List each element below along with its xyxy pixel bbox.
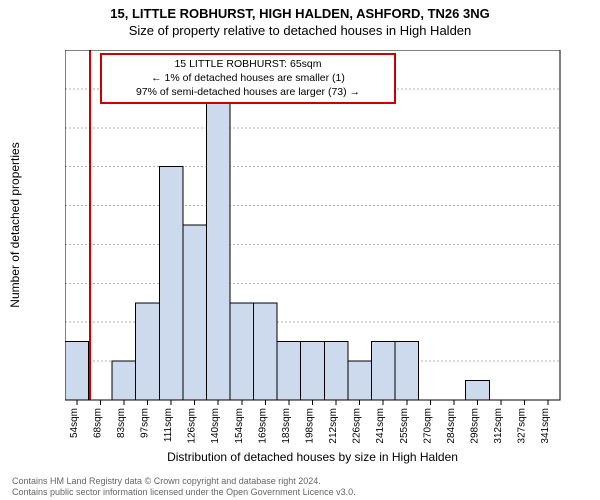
footer-line-2: Contains public sector information licen… xyxy=(12,487,356,498)
svg-text:169sqm: 169sqm xyxy=(257,408,268,444)
title-line-2: Size of property relative to detached ho… xyxy=(0,23,600,38)
svg-text:183sqm: 183sqm xyxy=(281,408,292,444)
histogram-bar xyxy=(277,342,301,400)
svg-text:212sqm: 212sqm xyxy=(328,408,339,444)
title-line-1: 15, LITTLE ROBHURST, HIGH HALDEN, ASHFOR… xyxy=(0,6,600,21)
legend-line-2: ← 1% of detached houses are smaller (1) xyxy=(108,71,388,85)
legend-line-3: 97% of semi-detached houses are larger (… xyxy=(108,85,388,99)
svg-text:68sqm: 68sqm xyxy=(92,408,103,438)
title-block: 15, LITTLE ROBHURST, HIGH HALDEN, ASHFOR… xyxy=(0,6,600,38)
histogram-bar xyxy=(206,89,230,400)
histogram-bar xyxy=(159,167,183,400)
histogram-bar xyxy=(136,303,160,400)
footer-attribution: Contains HM Land Registry data © Crown c… xyxy=(12,476,356,499)
y-axis-label: Number of detached properties xyxy=(8,50,28,400)
legend-box: 15 LITTLE ROBHURST: 65sqm ← 1% of detach… xyxy=(100,53,396,104)
svg-text:198sqm: 198sqm xyxy=(305,408,316,444)
svg-text:298sqm: 298sqm xyxy=(470,408,481,444)
footer-line-1: Contains HM Land Registry data © Crown c… xyxy=(12,476,356,487)
histogram-bar xyxy=(348,361,372,400)
svg-text:241sqm: 241sqm xyxy=(375,408,386,444)
svg-text:97sqm: 97sqm xyxy=(140,408,151,438)
histogram-bar xyxy=(371,342,395,400)
histogram-bar xyxy=(254,303,278,400)
histogram-bar xyxy=(301,342,325,400)
svg-text:270sqm: 270sqm xyxy=(422,408,433,444)
svg-text:312sqm: 312sqm xyxy=(493,408,504,444)
svg-text:54sqm: 54sqm xyxy=(69,408,80,438)
svg-text:226sqm: 226sqm xyxy=(352,408,363,444)
histogram-bar xyxy=(65,342,89,400)
histogram-bar xyxy=(466,381,490,400)
histogram-bar xyxy=(183,225,207,400)
histogram-bar xyxy=(112,361,136,400)
svg-text:111sqm: 111sqm xyxy=(163,408,174,442)
histogram-plot: 02468101214161854sqm68sqm83sqm97sqm111sq… xyxy=(65,50,580,452)
svg-text:255sqm: 255sqm xyxy=(399,408,410,444)
svg-text:126sqm: 126sqm xyxy=(187,408,198,444)
x-axis-label: Distribution of detached houses by size … xyxy=(65,450,560,464)
chart-container: 15, LITTLE ROBHURST, HIGH HALDEN, ASHFOR… xyxy=(0,0,600,500)
svg-text:284sqm: 284sqm xyxy=(446,408,457,444)
svg-text:140sqm: 140sqm xyxy=(210,408,221,444)
svg-text:154sqm: 154sqm xyxy=(234,408,245,444)
histogram-bar xyxy=(230,303,254,400)
svg-text:327sqm: 327sqm xyxy=(517,408,528,444)
histogram-bar xyxy=(395,342,419,400)
histogram-bar xyxy=(324,342,348,400)
svg-text:83sqm: 83sqm xyxy=(116,408,127,438)
svg-text:341sqm: 341sqm xyxy=(540,408,551,444)
legend-line-1: 15 LITTLE ROBHURST: 65sqm xyxy=(108,57,388,71)
